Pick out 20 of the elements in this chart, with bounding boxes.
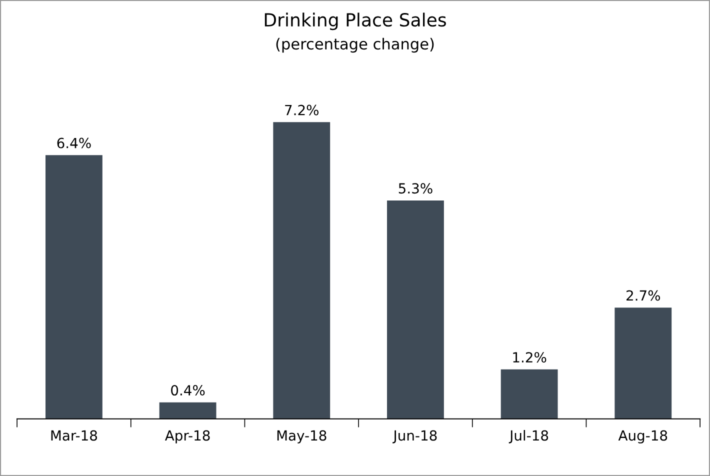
x-tick-label: Jul-18 [508,430,548,444]
bar [159,402,216,419]
data-label: 2.7% [626,290,660,301]
data-label: 1.2% [513,352,546,363]
x-tick-label: Jun-18 [392,430,437,444]
bar [273,122,330,419]
bar [500,369,558,419]
data-label: 7.2% [285,104,319,116]
data-label: 5.3% [398,183,432,194]
bar [614,308,672,419]
data-label: 6.4% [57,138,91,148]
bar [46,155,102,419]
chart-subtitle: (percentage change) [276,38,434,53]
data-label: 0.4% [171,385,205,396]
bar [387,200,444,419]
chart-title: Drinking Place Sales [264,12,446,30]
x-tick-label: Aug-18 [618,430,668,444]
x-tick-label: Apr-18 [164,430,210,444]
x-tick-label: Mar-18 [51,430,98,441]
x-tick-label: May-18 [277,430,326,444]
